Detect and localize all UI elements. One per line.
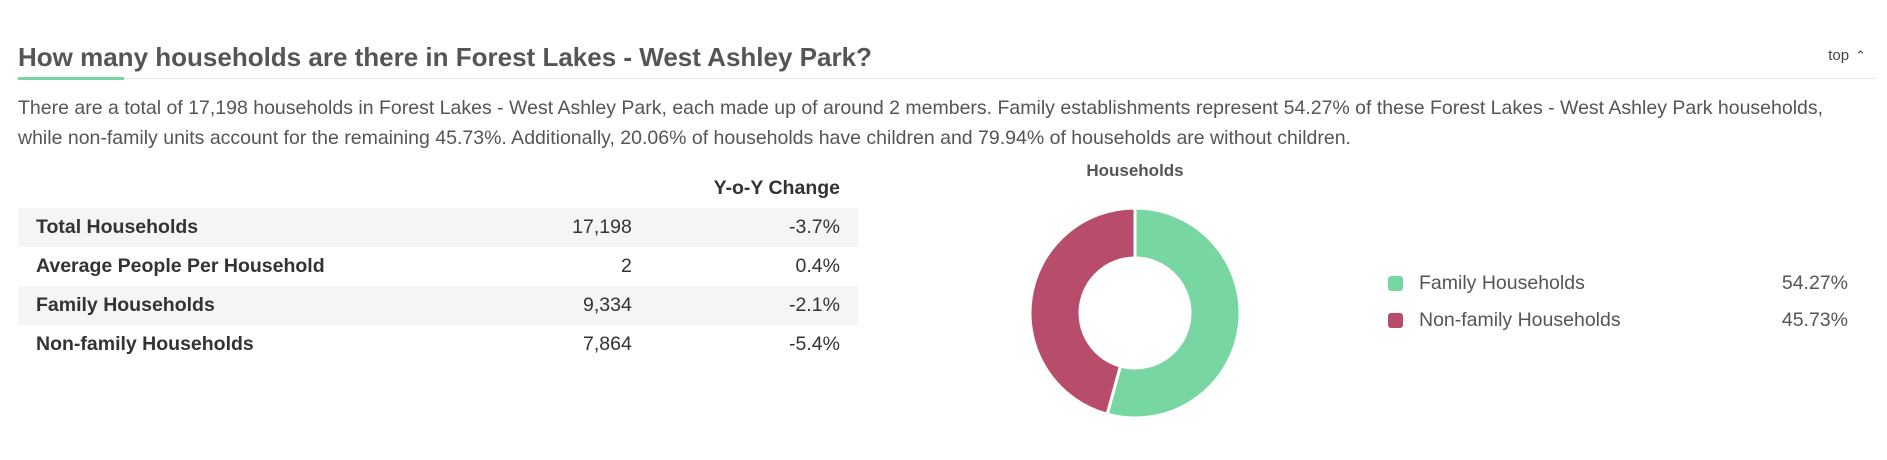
legend-label: Family Households: [1419, 272, 1585, 294]
row-change: -3.7%: [649, 208, 858, 247]
row-value: 17,198: [451, 208, 650, 247]
chevron-up-icon[interactable]: ⌃: [1855, 48, 1866, 63]
households-table: Y-o-Y Change Total Households 17,198 -3.…: [18, 168, 858, 364]
table-header-row: Y-o-Y Change: [18, 168, 858, 208]
households-section: How many households are there in Forest …: [18, 0, 1876, 460]
row-change: -5.4%: [789, 333, 840, 355]
top-link-label[interactable]: top: [1828, 47, 1850, 64]
row-value: 2: [620, 255, 632, 277]
table-header-label: [18, 168, 452, 208]
legend-item-non-family[interactable]: Non-family Households 45.73%: [1388, 307, 1848, 344]
title-underline: [18, 77, 124, 80]
households-description: There are a total of 17,198 households i…: [18, 97, 1824, 149]
row-change: 0.4%: [795, 255, 840, 277]
donut-svg: [1028, 206, 1242, 420]
donut-slice-family[interactable]: [1105, 206, 1242, 420]
chart-legend: Family Households 54.27% Non-family Hous…: [1388, 270, 1848, 344]
legend-item-family[interactable]: Family Households 54.27%: [1388, 270, 1848, 307]
table-row: Total Households 17,198 -3.7%: [18, 208, 858, 247]
households-donut-chart: Households: [990, 155, 1280, 425]
row-label: Family Households: [18, 286, 452, 325]
legend-swatch-non-family: [1388, 313, 1403, 328]
table-row: Non-family Households 7,864 -5.4%: [18, 325, 858, 364]
legend-value: 54.27%: [1781, 272, 1848, 294]
row-value: 9,334: [451, 286, 650, 325]
row-label: Average People Per Household: [36, 255, 325, 277]
section-title: How many households are there in Forest …: [18, 42, 872, 72]
row-change: -2.1%: [649, 286, 858, 325]
table-row: Average People Per Household 2 0.4%: [18, 247, 858, 286]
legend-swatch-family: [1388, 276, 1403, 291]
donut-slice-non-family[interactable]: [1028, 206, 1137, 417]
section-header: How many households are there in Forest …: [18, 38, 1876, 80]
table-header-value: [452, 168, 650, 208]
table-row: Family Households 9,334 -2.1%: [18, 286, 858, 325]
row-value: 7,864: [583, 333, 632, 355]
row-label: Total Households: [18, 208, 452, 247]
legend-value: 45.73%: [1781, 309, 1848, 331]
legend-label: Non-family Households: [1419, 309, 1621, 331]
row-label: Non-family Households: [36, 333, 254, 355]
back-to-top-link[interactable]: top ⌃: [1828, 47, 1866, 64]
chart-title: Households: [1086, 161, 1184, 180]
table-header-change: Y-o-Y Change: [713, 176, 840, 199]
